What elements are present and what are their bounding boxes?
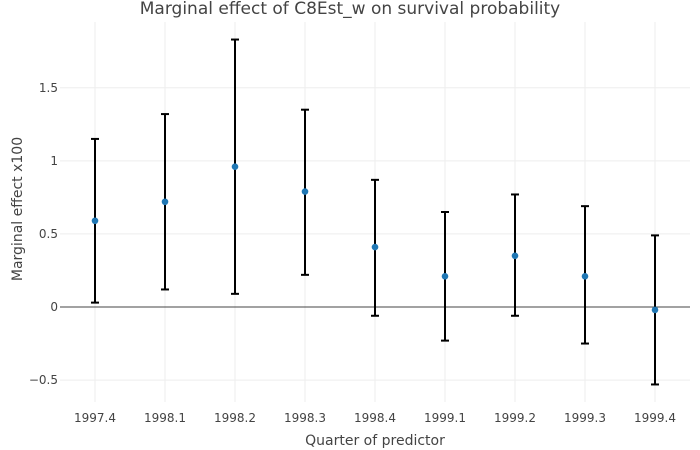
- data-points: [91, 163, 659, 314]
- chart-title: Marginal effect of C8Est_w on survival p…: [140, 0, 561, 19]
- x-tick-label: 1999.1: [424, 411, 466, 425]
- data-point[interactable]: [651, 306, 659, 314]
- y-axis-label: Marginal effect x100: [10, 137, 26, 281]
- x-tick-label: 1998.4: [354, 411, 396, 425]
- y-tick-labels: −0.5 0 0.5 1 1.5: [29, 81, 58, 387]
- data-point[interactable]: [581, 273, 589, 280]
- data-point[interactable]: [371, 243, 379, 251]
- x-axis-label: Quarter of predictor: [305, 433, 445, 449]
- data-point[interactable]: [91, 217, 99, 225]
- data-point[interactable]: [161, 198, 169, 206]
- y-tick-label: 0: [50, 300, 58, 314]
- x-tick-labels: 1997.4 1998.1 1998.2 1998.3 1998.4 1999.1 1999…: [74, 411, 676, 425]
- x-tick-label: 1998.2: [214, 411, 256, 425]
- y-tick-label: −0.5: [29, 373, 58, 387]
- data-point[interactable]: [301, 188, 309, 195]
- data-point[interactable]: [231, 163, 239, 170]
- y-tick-label: 0.5: [39, 227, 58, 241]
- x-tick-label: 1998.3: [284, 411, 326, 425]
- data-point[interactable]: [441, 273, 449, 280]
- y-tick-label: 1: [50, 154, 58, 168]
- x-tick-label: 1998.1: [144, 411, 186, 425]
- x-tick-label: 1997.4: [74, 411, 116, 425]
- x-tick-label: 1999.3: [564, 411, 606, 425]
- x-tick-label: 1999.4: [634, 411, 676, 425]
- y-tick-label: 1.5: [39, 81, 58, 95]
- data-point[interactable]: [511, 252, 519, 260]
- x-tick-label: 1999.2: [494, 411, 536, 425]
